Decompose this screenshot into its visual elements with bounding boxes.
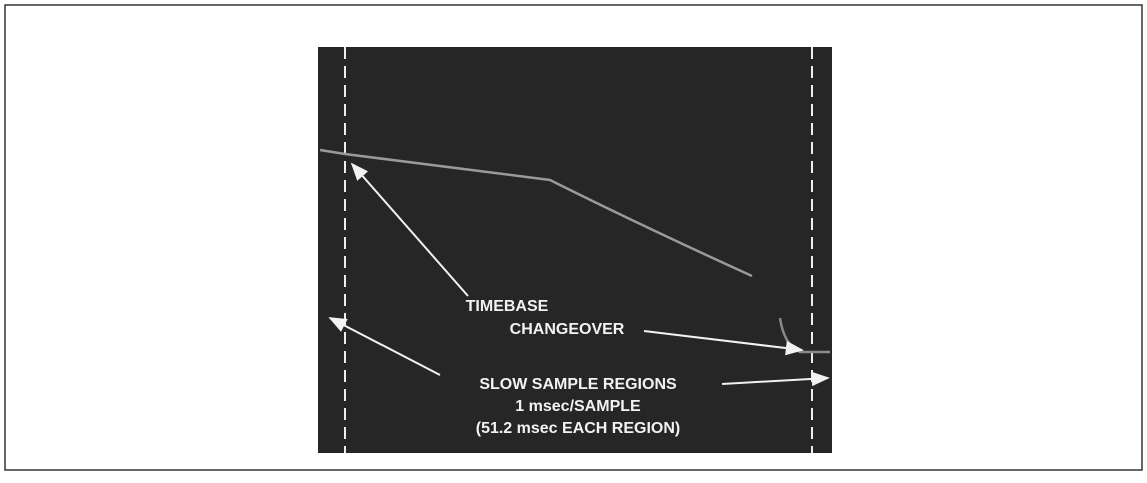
annotation-line: CHANGEOVER <box>510 321 625 338</box>
annotation-line: TIMEBASE <box>466 298 549 315</box>
annotation-line: SLOW SAMPLE REGIONS <box>479 376 677 393</box>
page: TIMEBASE CHANGEOVER SLOW SAMPLE REGIONS … <box>0 0 1147 483</box>
annotation-line: 1 msec/SAMPLE <box>515 398 641 415</box>
annotation-line: (51.2 msec EACH REGION) <box>476 420 681 437</box>
figure: TIMEBASE CHANGEOVER SLOW SAMPLE REGIONS … <box>0 0 1147 483</box>
